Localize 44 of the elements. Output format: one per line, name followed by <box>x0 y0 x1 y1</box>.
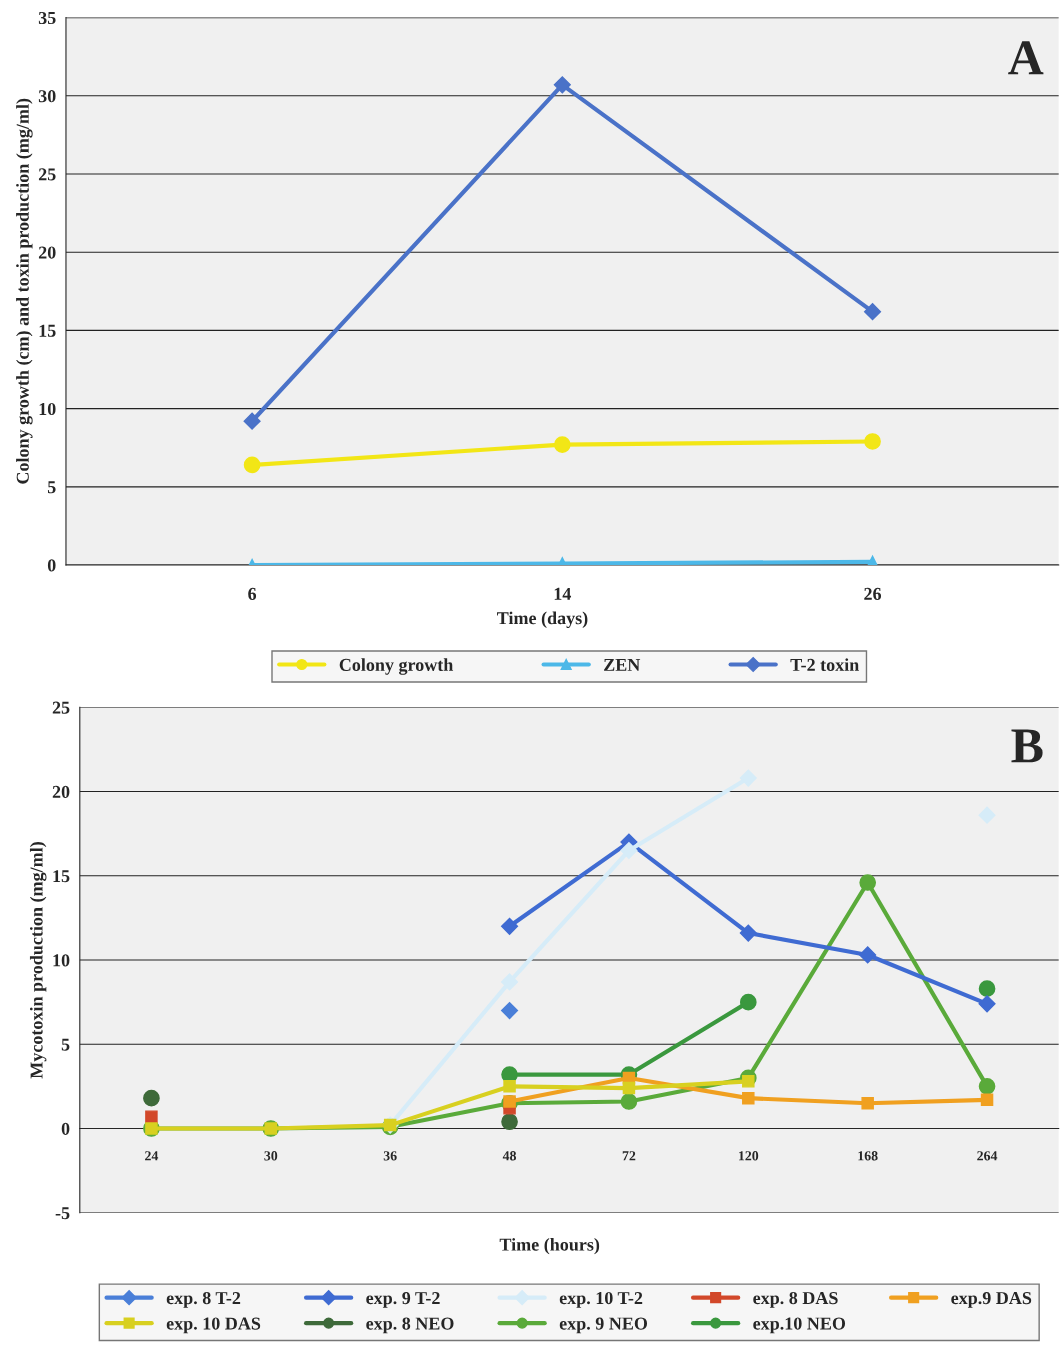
x-tick-label: 14 <box>554 587 572 600</box>
legend-label: exp. 9 NEO <box>559 1317 648 1334</box>
x-tick-label: 6 <box>248 587 257 600</box>
x-axis-title: Time (hours) <box>499 1238 600 1255</box>
x-axis-title: Time (days) <box>497 611 588 628</box>
y-tick-label: 10 <box>53 954 70 967</box>
y-tick-label: 30 <box>38 90 56 103</box>
annotation: A <box>1008 41 1044 75</box>
x-tick-label: 48 <box>502 1151 517 1161</box>
legend-label: exp. 8 T-2 <box>166 1291 241 1308</box>
legend-label: ZEN <box>604 658 641 671</box>
legend-label: exp.10 NEO <box>753 1317 846 1334</box>
x-tick-label: 30 <box>264 1151 278 1161</box>
x-tick-label: 168 <box>858 1151 878 1161</box>
y-tick-label: 5 <box>47 481 56 494</box>
x-tick-label: 36 <box>383 1151 397 1161</box>
y-tick-label: 15 <box>39 324 56 337</box>
y-tick-label: 25 <box>38 168 56 181</box>
legend-label: T-2 toxin <box>790 658 859 671</box>
legend-label: exp. 10 T-2 <box>559 1291 643 1308</box>
legend-label: exp. 10 DAS <box>166 1317 261 1334</box>
x-tick-label: 264 <box>977 1151 998 1161</box>
legend-label: exp.9 DAS <box>951 1292 1032 1308</box>
y-axis-title: Mycotoxin production (mg/ml) <box>29 842 47 1079</box>
y-tick-label: 0 <box>47 559 56 572</box>
y-tick-label: 35 <box>38 11 56 25</box>
y-tick-label: 15 <box>53 870 70 883</box>
legend-label: Colony growth <box>339 658 454 675</box>
x-tick-label: 26 <box>864 587 882 600</box>
x-tick-label: 120 <box>739 1151 759 1161</box>
y-tick-label: 0 <box>61 1122 70 1135</box>
y-tick-label: -5 <box>55 1207 70 1220</box>
y-tick-label: 5 <box>61 1038 70 1051</box>
x-tick-label: 24 <box>145 1151 159 1161</box>
y-tick-label: 20 <box>52 785 70 798</box>
y-tick-label: 10 <box>39 402 56 416</box>
x-tick-label: 72 <box>622 1151 636 1161</box>
y-axis-title: Colony growth (cm) and toxin production (mg/ml) <box>16 98 33 484</box>
legend-label: exp. 9 T-2 <box>366 1292 440 1308</box>
legend-label: exp. 8 DAS <box>753 1291 838 1308</box>
annotation: B <box>1011 729 1043 763</box>
legend-label: exp. 8 NEO <box>366 1317 454 1334</box>
y-tick-label: 20 <box>38 246 56 259</box>
y-tick-label: 25 <box>52 701 70 714</box>
